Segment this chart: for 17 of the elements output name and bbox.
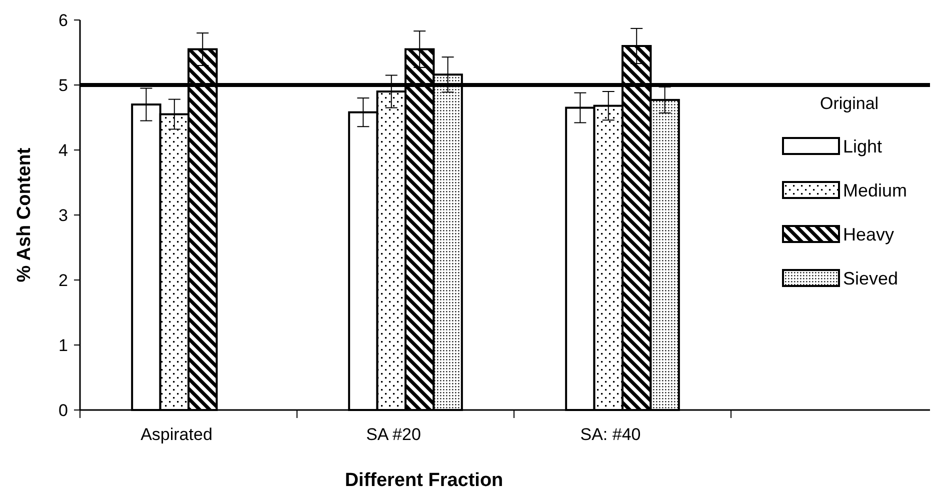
ref-line-label: Original <box>820 94 879 113</box>
legend-label: Medium <box>843 180 908 200</box>
y-tick-label: 2 <box>58 270 68 290</box>
y-axis-title: % Ash Content <box>14 147 35 282</box>
y-tick-label: 6 <box>58 10 68 30</box>
y-tick-label: 3 <box>58 206 68 225</box>
legend-label: Sieved <box>843 268 898 288</box>
y-tick-label: 4 <box>58 140 68 160</box>
x-tick-label: Aspirated <box>140 425 212 444</box>
y-tick-label: 0 <box>58 400 68 420</box>
y-tick-label: 1 <box>58 336 68 355</box>
y-tick-label: 5 <box>58 76 68 95</box>
legend-label: Heavy <box>843 224 894 244</box>
x-tick-label: SA #20 <box>366 425 421 444</box>
x-axis-title: Different Fraction <box>344 470 504 491</box>
x-tick-label: SA: #40 <box>580 425 641 444</box>
legend-label: Light <box>843 136 882 156</box>
